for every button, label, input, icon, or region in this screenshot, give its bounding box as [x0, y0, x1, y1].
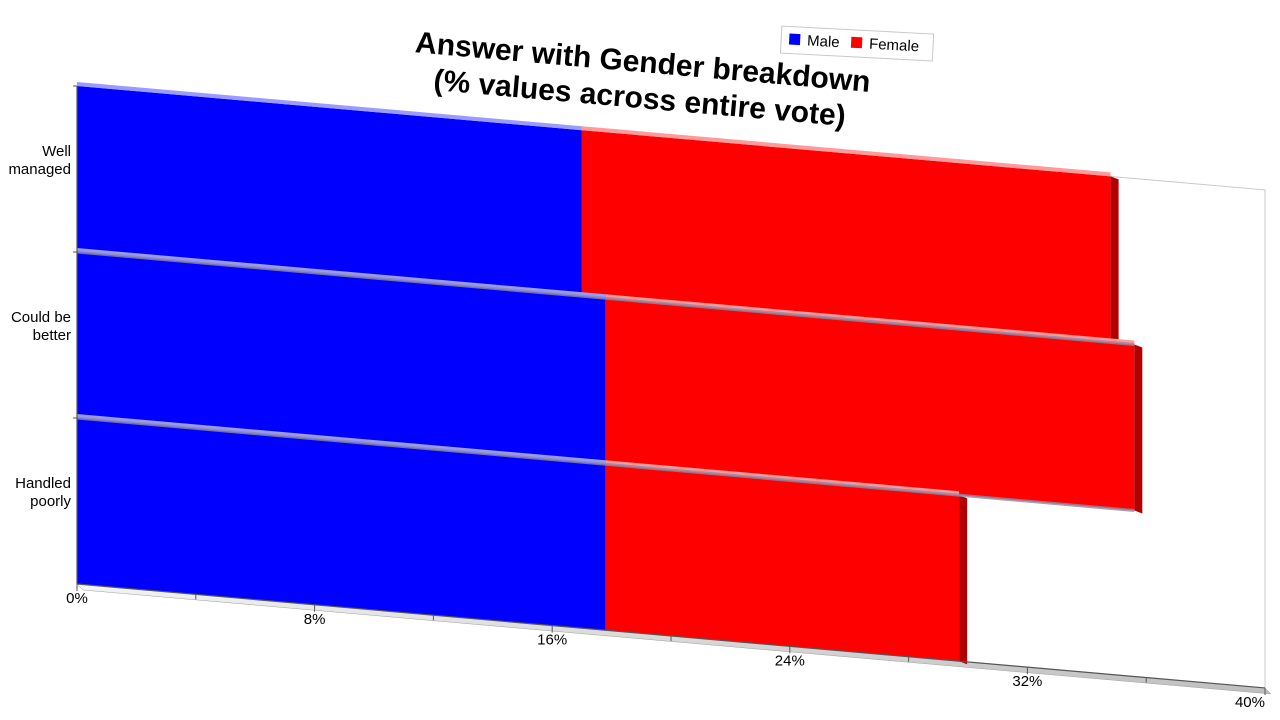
- x-tick-label-0: 0%: [66, 590, 88, 607]
- bar-female-1-end-face: [1110, 176, 1119, 346]
- legend-swatch-female: [850, 36, 863, 49]
- y-tick-label-1: Well managed: [8, 143, 71, 178]
- bar-female-3-end-face: [959, 495, 968, 665]
- legend-label-male: Male: [807, 32, 840, 51]
- row-divider-2: [76, 416, 1135, 513]
- bar-female-3: [605, 464, 960, 662]
- bar-male-1: [77, 86, 582, 297]
- legend-swatch-male: [788, 33, 801, 46]
- x-tick-label-4: 32%: [1012, 673, 1042, 690]
- legend-label-female: Female: [869, 36, 920, 56]
- bar-female-2-end-face: [1134, 344, 1143, 514]
- bar-male-3: [77, 418, 606, 631]
- x-tick-label-5: 40%: [1235, 694, 1265, 711]
- y-tick-label-3: Handled poorly: [15, 475, 71, 510]
- bar-male-1-top-face: [77, 82, 582, 131]
- x-tick-label-2: 16%: [537, 632, 567, 649]
- axes: Well managed Could be better Handled poorly 0%…: [8, 85, 1266, 711]
- y-tick-label-2: Could be better: [11, 309, 71, 344]
- x-tick-label-3: 24%: [775, 652, 805, 669]
- row-divider-1: [76, 250, 1135, 347]
- bars: [76, 82, 1143, 665]
- legend-box: Male Female: [779, 25, 935, 62]
- legend: Male Female: [779, 25, 935, 62]
- bar-female-2: [605, 298, 1135, 511]
- bar-female-1: [581, 130, 1111, 343]
- x-tick-label-1: 8%: [304, 611, 326, 628]
- bar-male-2: [77, 252, 606, 465]
- bar-female-1-top-face: [581, 126, 1111, 177]
